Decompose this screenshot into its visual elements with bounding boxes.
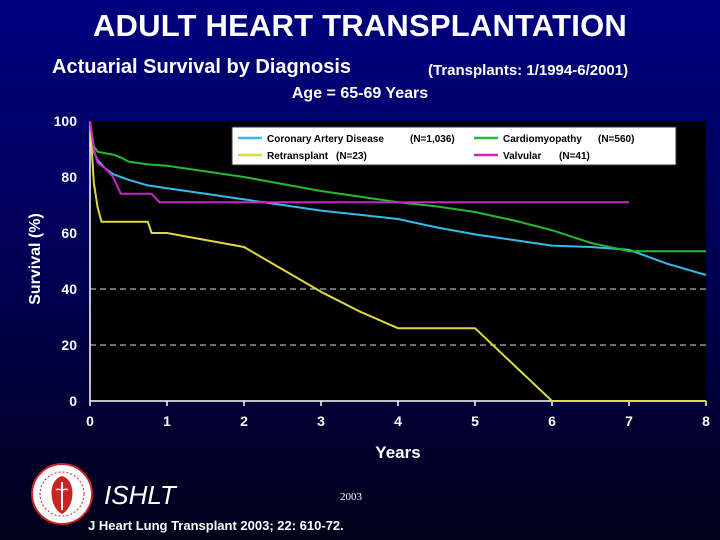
legend-n-cad: (N=1,036) [410, 134, 455, 145]
plot-area [90, 121, 706, 401]
series-lines [89, 120, 707, 402]
chart-subtitle: Actuarial Survival by Diagnosis [52, 56, 351, 78]
legend-label-cad: Coronary Artery Disease [267, 134, 384, 145]
legend-n-cardiomyopathy: (N=560) [598, 134, 634, 145]
x-tick-label: 1 [163, 413, 171, 429]
legend-n-retransplant: (N=23) [336, 151, 367, 162]
y-tick-label: 20 [61, 337, 77, 353]
y-tick-labels: 0 20 40 60 80 100 [54, 113, 78, 409]
x-tick-label: 8 [702, 413, 710, 429]
y-tick-label: 60 [61, 225, 77, 241]
y-tick-label: 80 [61, 169, 77, 185]
x-tick-label: 6 [548, 413, 556, 429]
x-axis-label: Years [375, 443, 420, 462]
x-tick-label: 5 [471, 413, 479, 429]
y-tick-label: 0 [69, 393, 77, 409]
x-tick-labels: 0 1 2 3 4 5 6 7 8 [86, 401, 710, 429]
x-tick-label: 4 [394, 413, 402, 429]
chart-title: ADULT HEART TRANSPLANTATION [92, 8, 628, 43]
legend-box [231, 126, 677, 166]
org-name: ISHLT [104, 480, 176, 510]
series-line-cad [89, 120, 707, 276]
x-tick-label: 0 [86, 413, 94, 429]
survival-chart: 0 1 2 3 4 5 6 7 8 0 20 40 60 80 100 Years Survival (%… [27, 113, 710, 462]
y-axis-label: Survival (%) [27, 213, 44, 305]
x-tick-label: 2 [240, 413, 248, 429]
x-tick-label: 7 [625, 413, 633, 429]
legend-label-valvular: Valvular [503, 151, 541, 162]
series-line-retransplant [89, 120, 706, 402]
age-range-label: Age = 65-69 Years [291, 85, 429, 102]
gridlines [90, 288, 706, 346]
legend-label-cardiomyopathy: Cardiomyopathy [503, 134, 582, 145]
citation: J Heart Lung Transplant 2003; 22: 610-72… [88, 518, 344, 533]
ishlt-logo-icon [31, 463, 93, 525]
legend: Coronary Artery Disease (N=1,036) Cardiomy… [231, 126, 677, 166]
series-line-cardiomyopathy [89, 120, 706, 253]
transplant-period-note: (Transplants: 1/1994-6/2001) [428, 62, 629, 79]
y-tick-label: 40 [61, 281, 77, 297]
x-tick-label: 3 [317, 413, 325, 429]
legend-label-retransplant: Retransplant [267, 151, 329, 162]
legend-n-valvular: (N=41) [559, 151, 590, 162]
series-line-valvular [89, 120, 629, 204]
y-tick-label: 100 [54, 113, 78, 129]
publication-year: 2003 [340, 491, 362, 503]
